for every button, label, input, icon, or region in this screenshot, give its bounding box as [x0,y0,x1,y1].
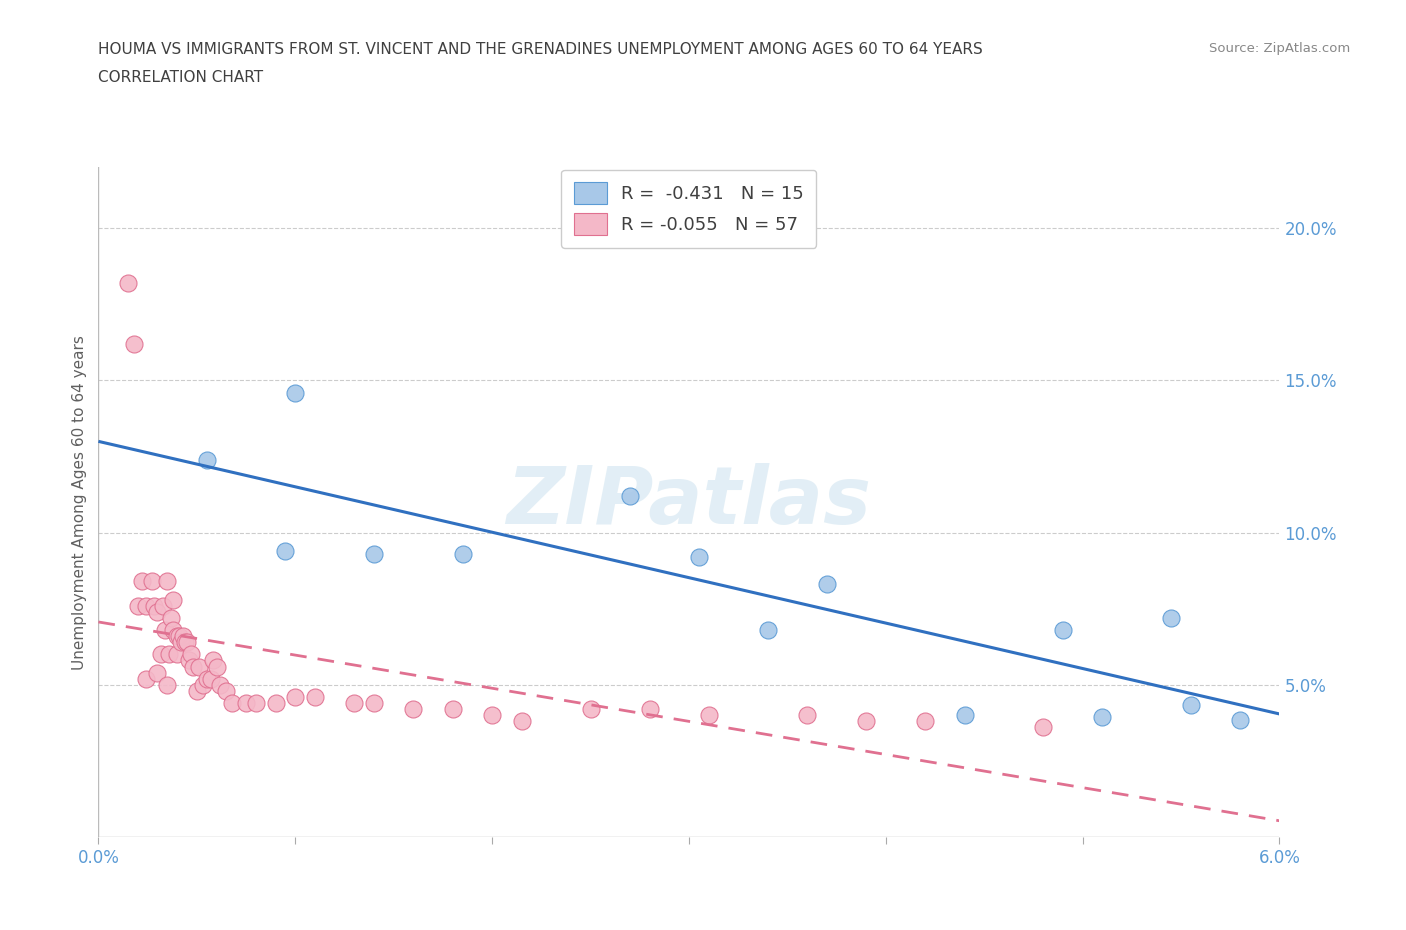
Point [127,598,149,613]
Point [284,689,307,704]
Point [176,635,198,650]
Point [343,696,366,711]
Point [796,708,818,723]
Point [1032,720,1054,735]
Point [363,696,385,711]
Point [141,574,163,589]
Point [146,604,169,619]
Point [135,598,157,613]
Point [205,659,228,674]
Point [157,647,180,662]
Point [122,337,145,352]
Point [1052,622,1074,637]
Point [200,671,222,686]
Point [177,653,200,668]
Point [166,629,188,644]
Point [131,574,153,589]
Point [1091,710,1114,724]
Point [1180,698,1202,712]
Text: ZIPatlas: ZIPatlas [506,463,872,541]
Text: CORRELATION CHART: CORRELATION CHART [98,70,263,85]
Point [245,696,267,711]
Point [156,677,179,692]
Point [451,547,474,562]
Point [402,702,425,717]
Point [181,659,204,674]
Point [174,635,197,650]
Point [953,708,976,723]
Point [162,592,184,607]
Point [619,488,641,503]
Point [142,598,165,613]
Point [160,610,183,625]
Point [191,677,214,692]
Legend: Houma, Immigrants from St. Vincent and the Grenadines: Houma, Immigrants from St. Vincent and t… [361,925,898,930]
Point [117,275,139,290]
Text: Source: ZipAtlas.com: Source: ZipAtlas.com [1209,42,1350,55]
Point [264,696,287,711]
Point [186,684,208,698]
Point [162,622,184,637]
Point [150,647,173,662]
Point [195,671,218,686]
Point [914,714,936,729]
Point [221,696,243,711]
Point [697,708,720,723]
Point [579,702,602,717]
Point [156,574,179,589]
Point [274,543,297,558]
Point [688,550,710,565]
Point [855,714,877,729]
Point [187,659,209,674]
Point [1229,712,1251,727]
Point [815,577,838,591]
Text: HOUMA VS IMMIGRANTS FROM ST. VINCENT AND THE GRENADINES UNEMPLOYMENT AMONG AGES : HOUMA VS IMMIGRANTS FROM ST. VINCENT AND… [98,42,983,57]
Point [235,696,257,711]
Point [201,653,224,668]
Point [172,629,194,644]
Point [510,714,533,729]
Point [152,598,174,613]
Point [481,708,503,723]
Point [167,629,190,644]
Point [215,684,238,698]
Y-axis label: Unemployment Among Ages 60 to 64 years: Unemployment Among Ages 60 to 64 years [72,335,87,670]
Point [441,702,464,717]
Point [155,622,177,637]
Point [209,677,232,692]
Point [180,647,202,662]
Point [304,689,326,704]
Point [166,647,188,662]
Point [146,665,169,680]
Point [195,452,218,467]
Point [135,671,157,686]
Point [1160,610,1182,625]
Point [170,635,193,650]
Point [284,385,307,400]
Point [638,702,661,717]
Point [756,622,779,637]
Point [363,547,385,562]
